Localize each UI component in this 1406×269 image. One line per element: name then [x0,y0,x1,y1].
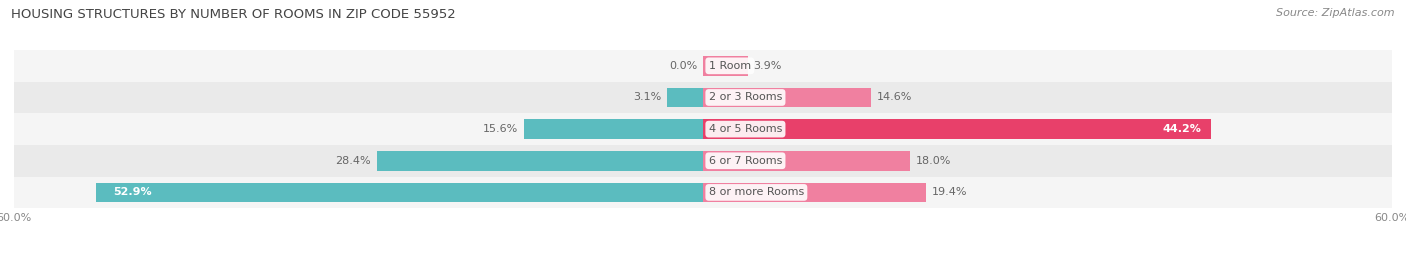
Legend: Owner-occupied, Renter-occupied: Owner-occupied, Renter-occupied [572,266,834,269]
Bar [14,176,1392,208]
Text: HOUSING STRUCTURES BY NUMBER OF ROOMS IN ZIP CODE 55952: HOUSING STRUCTURES BY NUMBER OF ROOMS IN… [11,8,456,21]
Text: 3.9%: 3.9% [754,61,782,71]
Text: Source: ZipAtlas.com: Source: ZipAtlas.com [1277,8,1395,18]
Bar [703,151,910,171]
Bar [524,119,703,139]
Text: 14.6%: 14.6% [876,93,911,102]
Bar [703,119,1211,139]
Text: 44.2%: 44.2% [1163,124,1201,134]
Bar [668,88,703,107]
Bar [14,113,1392,145]
Bar [703,88,870,107]
Bar [377,151,703,171]
Bar [14,82,1392,113]
Text: 19.4%: 19.4% [932,187,967,197]
Text: 1 Room: 1 Room [709,61,751,71]
Text: 4 or 5 Rooms: 4 or 5 Rooms [709,124,782,134]
Text: 18.0%: 18.0% [915,156,950,166]
Bar [703,183,925,202]
Text: 2 or 3 Rooms: 2 or 3 Rooms [709,93,782,102]
Text: 15.6%: 15.6% [482,124,519,134]
Text: 0.0%: 0.0% [669,61,697,71]
Text: 3.1%: 3.1% [634,93,662,102]
Bar [14,50,1392,82]
Bar [703,56,748,76]
Text: 6 or 7 Rooms: 6 or 7 Rooms [709,156,782,166]
Text: 28.4%: 28.4% [336,156,371,166]
Text: 8 or more Rooms: 8 or more Rooms [709,187,804,197]
Bar [96,183,703,202]
Bar [14,145,1392,176]
Text: 52.9%: 52.9% [112,187,152,197]
